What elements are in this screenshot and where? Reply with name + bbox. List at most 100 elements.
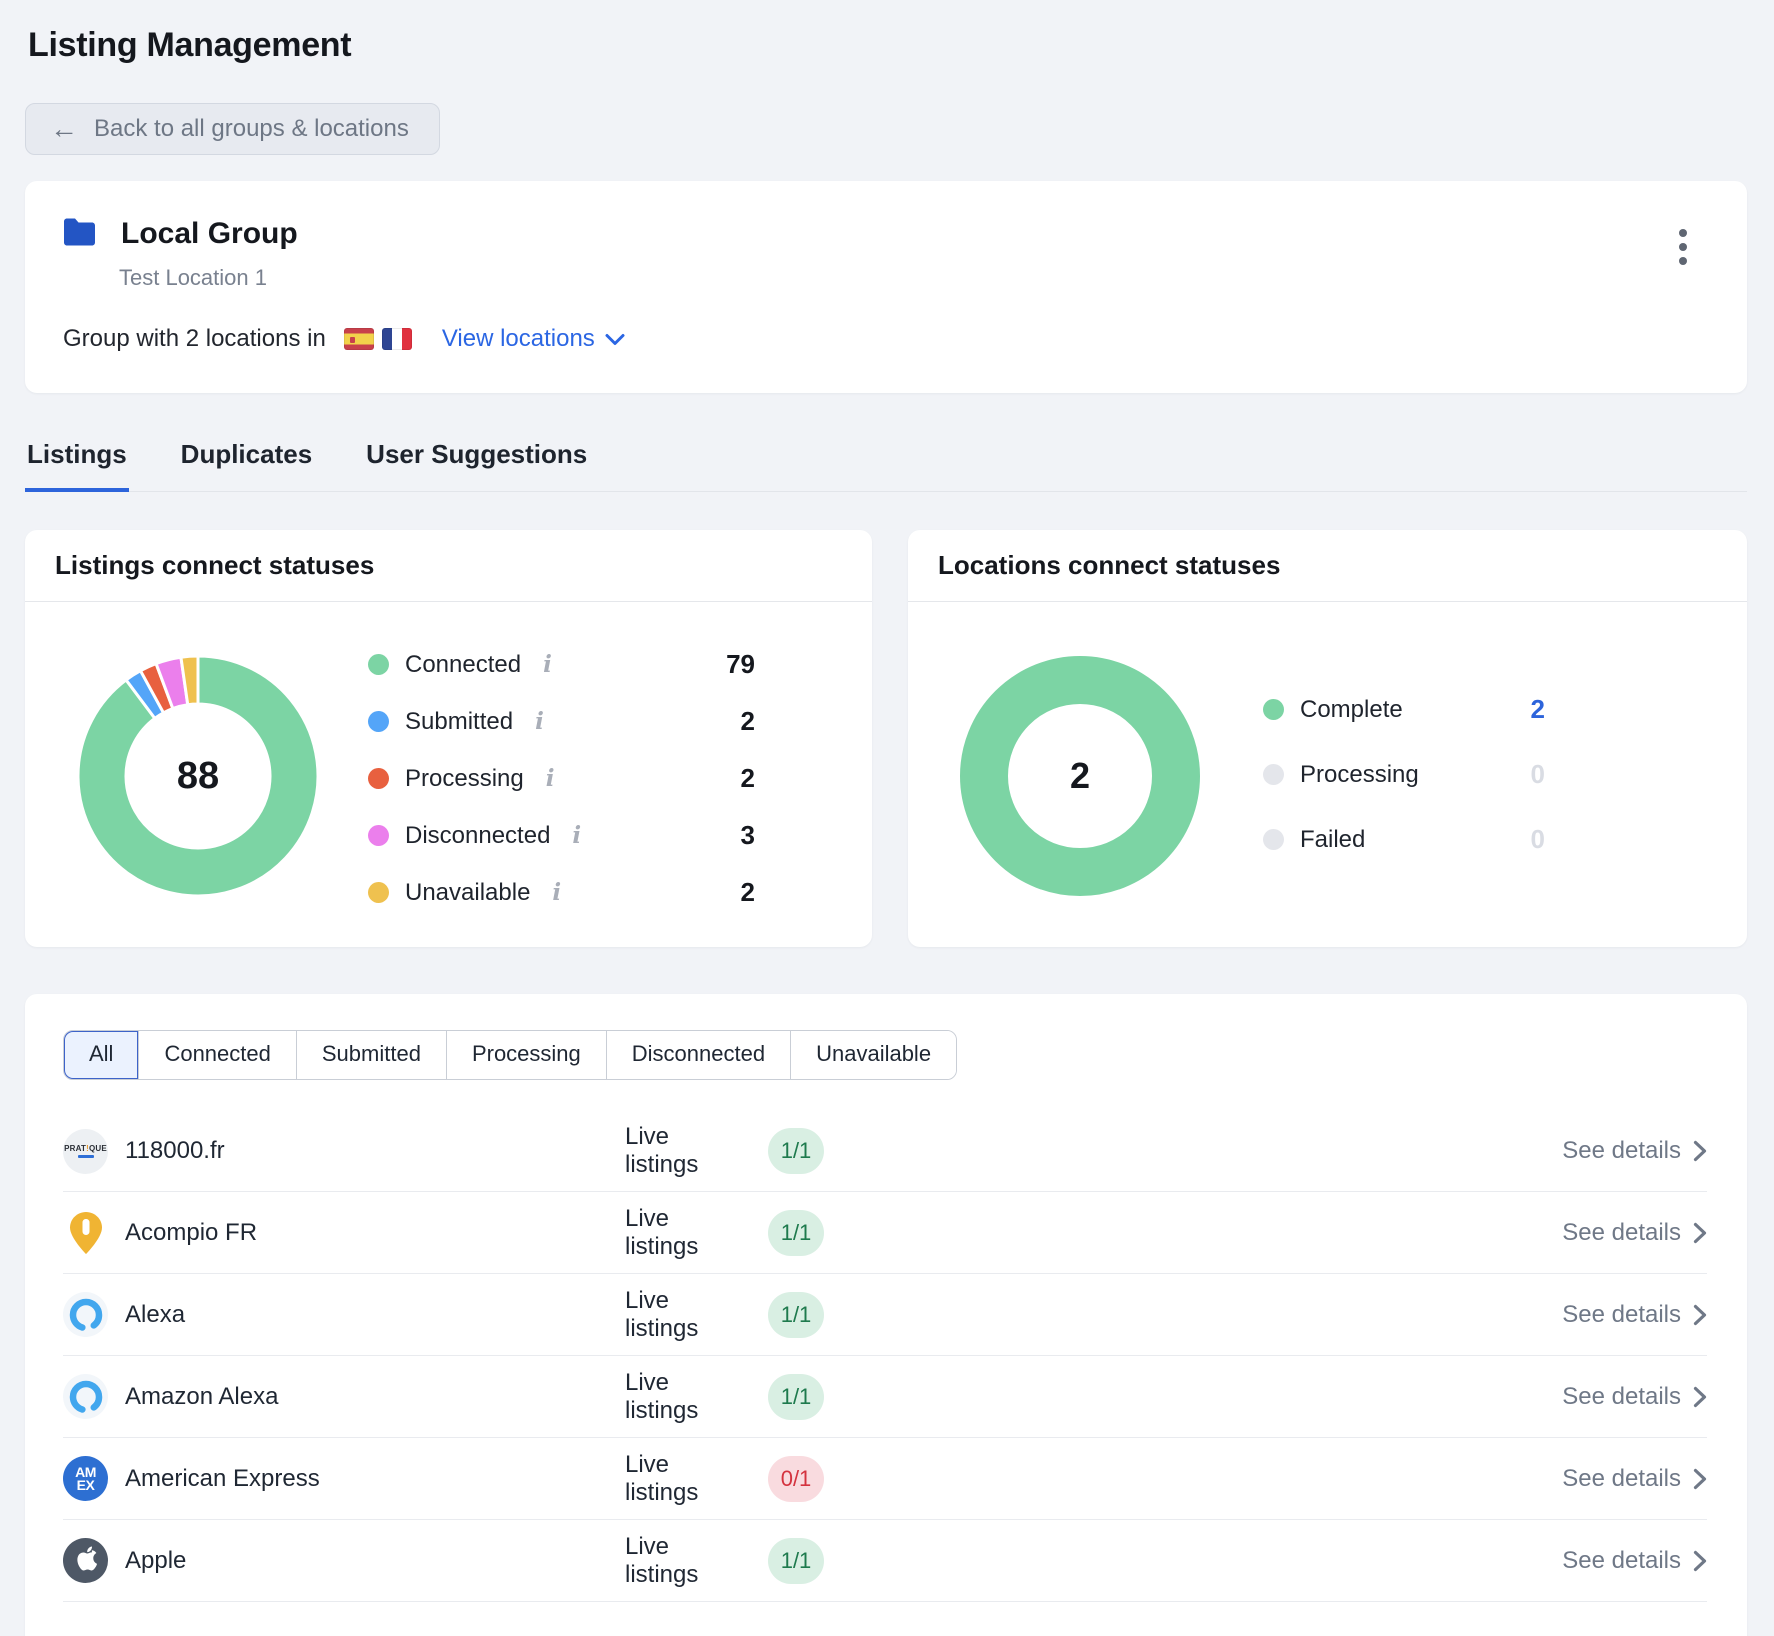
live-listings-label: Live listings [625, 1533, 747, 1589]
info-icon[interactable]: i [546, 765, 555, 792]
see-details-link[interactable]: See details [1562, 1301, 1707, 1329]
disconnected-dot-icon [368, 825, 389, 846]
filter-connected[interactable]: Connected [138, 1031, 295, 1079]
submitted-dot-icon [368, 711, 389, 732]
legend-label: Failed [1300, 826, 1365, 854]
group-card: Local Group Test Location 1 Group with 2… [25, 181, 1747, 393]
locations-connect-statuses-card: Locations connect statuses 2 Complete 2 … [908, 530, 1747, 947]
acompio-pin-icon [63, 1210, 108, 1255]
tab-duplicates[interactable]: Duplicates [179, 439, 315, 492]
connected-dot-icon [368, 654, 389, 675]
processing-dot-icon [368, 768, 389, 789]
legend-value: 2 [741, 763, 755, 794]
table-row[interactable]: AMEX American Express Live listings 0/1 … [63, 1438, 1707, 1520]
legend-item: Unavailable i 2 [368, 864, 755, 921]
arrow-left-icon: ← [50, 115, 78, 143]
info-icon[interactable]: i [572, 822, 581, 849]
live-listings-label: Live listings [625, 1123, 747, 1179]
back-button[interactable]: ← Back to all groups & locations [25, 103, 440, 155]
legend-value: 3 [741, 820, 755, 851]
filter-disconnected[interactable]: Disconnected [606, 1031, 790, 1079]
folder-icon [63, 218, 97, 251]
legend-label: Disconnected [405, 822, 550, 850]
tab-user-suggestions[interactable]: User Suggestions [364, 439, 589, 492]
table-row[interactable]: Amazon Alexa Live listings 1/1 See detai… [63, 1356, 1707, 1438]
locations-donut-chart: 2 [955, 651, 1205, 901]
see-details-label: See details [1562, 1383, 1681, 1411]
status-filter: All Connected Submitted Processing Disco… [63, 1030, 957, 1080]
live-listings-label: Live listings [625, 1287, 747, 1343]
live-listings-label: Live listings [625, 1205, 747, 1261]
listings-legend: Connected i 79 Submitted i 2 Processing … [368, 636, 755, 921]
see-details-label: See details [1562, 1219, 1681, 1247]
listings-total: 88 [73, 651, 323, 901]
listing-management-page: Listing Management ← Back to all groups … [0, 0, 1774, 1636]
locations-total: 2 [955, 651, 1205, 901]
legend-item: Submitted i 2 [368, 693, 755, 750]
tab-listings[interactable]: Listings [25, 439, 129, 492]
page-title: Listing Management [25, 0, 1774, 65]
see-details-link[interactable]: See details [1562, 1383, 1707, 1411]
view-locations-link[interactable]: View locations [442, 325, 625, 353]
live-listings-badge: 1/1 [768, 1292, 824, 1338]
see-details-label: See details [1562, 1301, 1681, 1329]
table-row[interactable]: PRAT!QUE 118000.fr Live listings 1/1 See… [63, 1110, 1707, 1192]
table-row[interactable]: Acompio FR Live listings 1/1 See details [63, 1192, 1707, 1274]
france-flag-icon [382, 328, 412, 350]
listing-name: Apple [125, 1547, 625, 1575]
filter-unavailable[interactable]: Unavailable [790, 1031, 956, 1079]
legend-value: 0 [1531, 759, 1545, 790]
legend-item: Connected i 79 [368, 636, 755, 693]
info-icon[interactable]: i [552, 879, 561, 906]
see-details-link[interactable]: See details [1562, 1137, 1707, 1165]
legend-label: Submitted [405, 708, 513, 736]
listing-name: Amazon Alexa [125, 1383, 625, 1411]
legend-label: Complete [1300, 696, 1403, 724]
listing-name: American Express [125, 1465, 625, 1493]
filter-processing[interactable]: Processing [446, 1031, 606, 1079]
complete-dot-icon [1263, 699, 1284, 720]
chevron-down-icon [605, 333, 625, 346]
legend-item: Failed 0 [1263, 807, 1545, 872]
listing-name: Alexa [125, 1301, 625, 1329]
group-menu-kebab-icon[interactable] [1663, 221, 1703, 273]
info-icon[interactable]: i [535, 708, 544, 735]
info-icon[interactable]: i [543, 651, 552, 678]
legend-item: Disconnected i 3 [368, 807, 755, 864]
live-listings-label: Live listings [625, 1369, 747, 1425]
listings-chart-title: Listings connect statuses [55, 550, 842, 581]
chevron-right-icon [1693, 1222, 1707, 1244]
see-details-link[interactable]: See details [1562, 1547, 1707, 1575]
chevron-right-icon [1693, 1304, 1707, 1326]
listings-list-card: All Connected Submitted Processing Disco… [25, 994, 1747, 1636]
table-row[interactable]: Apple Live listings 1/1 See details [63, 1520, 1707, 1602]
group-subtitle: Test Location 1 [119, 265, 1707, 291]
group-locations-text: Group with 2 locations in [63, 325, 326, 353]
legend-label: Processing [405, 765, 524, 793]
see-details-link[interactable]: See details [1562, 1465, 1707, 1493]
listings-connect-statuses-card: Listings connect statuses 88 Connected i… [25, 530, 872, 947]
apple-logo [63, 1538, 108, 1583]
see-details-label: See details [1562, 1547, 1681, 1575]
table-row[interactable]: Alexa Live listings 1/1 See details [63, 1274, 1707, 1356]
live-listings-badge: 1/1 [768, 1210, 824, 1256]
chevron-right-icon [1693, 1386, 1707, 1408]
locations-chart-title: Locations connect statuses [938, 550, 1717, 581]
legend-item: Processing i 2 [368, 750, 755, 807]
filter-all[interactable]: All [64, 1031, 138, 1079]
listing-name: Acompio FR [125, 1219, 625, 1247]
live-listings-badge: 1/1 [768, 1128, 824, 1174]
failed-dot-icon [1263, 829, 1284, 850]
listing-name: 118000.fr [125, 1137, 625, 1165]
view-locations-label: View locations [442, 325, 595, 353]
legend-label: Unavailable [405, 879, 530, 907]
legend-value: 0 [1531, 824, 1545, 855]
see-details-link[interactable]: See details [1562, 1219, 1707, 1247]
amazon-alexa-logo [63, 1374, 108, 1419]
see-details-label: See details [1562, 1465, 1681, 1493]
legend-label: Connected [405, 651, 521, 679]
legend-item: Complete 2 [1263, 677, 1545, 742]
filter-submitted[interactable]: Submitted [296, 1031, 446, 1079]
legend-item: Processing 0 [1263, 742, 1545, 807]
legend-value: 2 [741, 877, 755, 908]
